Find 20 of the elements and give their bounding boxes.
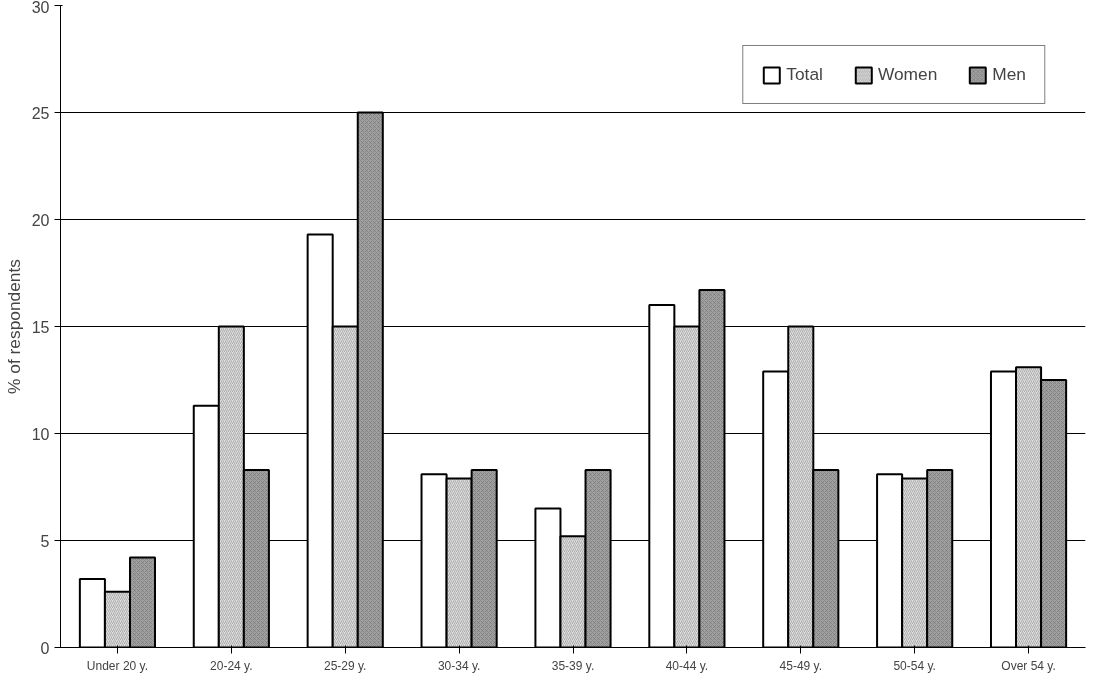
x-tick-label: 50-54 y.: [893, 658, 936, 673]
y-tick-label: 20: [31, 211, 50, 229]
legend-label: Total: [786, 64, 823, 85]
legend-label: Men: [992, 64, 1026, 85]
x-tick-label: 45-49 y.: [779, 658, 823, 673]
legend-label: Women: [877, 64, 938, 85]
y-axis-title: % of respondents: [3, 258, 24, 394]
y-tick-label: 10: [31, 425, 50, 443]
x-tick-label: 40-44 y.: [665, 658, 709, 673]
x-tick-label: 35-39 y.: [551, 658, 595, 673]
x-tick-label: Over 54 y.: [1001, 658, 1056, 673]
y-tick-label: 30: [31, 0, 50, 16]
x-tick-label: Under 20 y.: [86, 658, 149, 673]
x-tick-label: 25-29 y.: [323, 658, 367, 673]
y-tick-label: 5: [40, 532, 50, 550]
y-tick-label: 15: [31, 318, 50, 336]
y-tick-label: 0: [40, 639, 50, 657]
x-tick-label: 20-24 y.: [210, 658, 253, 673]
x-tick-label: 30-34 y.: [437, 658, 481, 673]
y-tick-label: 25: [31, 104, 50, 122]
